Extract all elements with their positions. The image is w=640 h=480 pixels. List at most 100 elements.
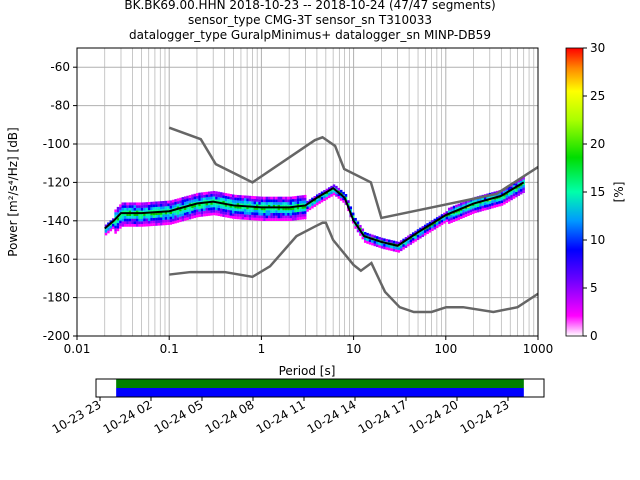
- psd-cell: [392, 246, 396, 249]
- psd-cell: [505, 197, 509, 201]
- psd-cell: [433, 226, 437, 230]
- psd-cell: [162, 203, 165, 207]
- psd-cell: [371, 239, 374, 243]
- psd-cell: [486, 204, 489, 208]
- psd-cell: [157, 204, 161, 207]
- psd-cell: [277, 202, 281, 205]
- x-axis-label: Period [s]: [279, 364, 336, 378]
- psd-cell: [248, 217, 252, 221]
- psd-cell: [253, 198, 257, 202]
- nlnm-line: [169, 221, 539, 314]
- psd-cell: [275, 215, 278, 219]
- psd-cell: [258, 209, 261, 213]
- psd-cell: [145, 210, 149, 214]
- psd-cell: [174, 215, 177, 219]
- y-tick-label: -100: [43, 137, 70, 151]
- psd-cell: [176, 217, 180, 221]
- psd-cell: [140, 210, 144, 214]
- psd-cell: [296, 209, 300, 213]
- psd-cell: [339, 195, 343, 199]
- psd-cell: [507, 188, 511, 191]
- psd-cell: [203, 194, 206, 198]
- psd-cell: [275, 196, 278, 200]
- psd-cell: [366, 241, 369, 244]
- psd-cell: [203, 197, 206, 201]
- psd-cell: [462, 204, 465, 208]
- psd-cell: [119, 223, 122, 226]
- psd-cell: [301, 208, 305, 212]
- psd-cell: [251, 201, 254, 205]
- psd-cell: [191, 197, 194, 200]
- psd-cell: [270, 207, 273, 211]
- psd-cell: [519, 186, 523, 190]
- psd-cell: [282, 218, 285, 221]
- y-tick-label: -160: [43, 252, 70, 266]
- psd-cell: [267, 202, 271, 205]
- psd-cell: [342, 199, 345, 203]
- psd-cell: [299, 216, 302, 220]
- psd-cell: [111, 223, 115, 227]
- psd-cell: [114, 212, 117, 215]
- psd-cell: [143, 221, 146, 224]
- psd-cell: [193, 215, 197, 219]
- psd-cell: [385, 238, 389, 242]
- psd-cell: [455, 215, 458, 219]
- psd-cell: [205, 199, 209, 203]
- psd-cell: [495, 201, 499, 205]
- psd-cell: [452, 213, 456, 217]
- psd-cell: [371, 234, 374, 238]
- psd-cell: [212, 199, 216, 202]
- psd-cell: [272, 207, 276, 211]
- psd-cell: [335, 185, 338, 189]
- psd-cell: [395, 249, 398, 253]
- psd-cell: [155, 217, 158, 221]
- psd-cell: [255, 196, 259, 200]
- psd-cell: [282, 202, 285, 205]
- psd-cell: [253, 206, 257, 210]
- psd-cell: [241, 200, 245, 204]
- psd-cell: [445, 216, 449, 220]
- psd-cell: [159, 201, 163, 204]
- psd-cell: [104, 224, 108, 228]
- psd-cell: [272, 218, 276, 221]
- psd-cell: [169, 205, 173, 209]
- psd-cell: [289, 210, 293, 213]
- psd-cell: [366, 238, 369, 242]
- psd-cell: [183, 199, 187, 202]
- psd-cell: [191, 205, 194, 208]
- psd-cell: [275, 202, 278, 205]
- psd-cell: [431, 228, 434, 232]
- psd-cell: [152, 204, 156, 208]
- psd-cell: [483, 202, 487, 206]
- psd-cell: [152, 207, 156, 210]
- psd-cell: [438, 221, 441, 224]
- psd-cell: [159, 222, 163, 226]
- psd-cell: [335, 193, 338, 197]
- psd-cell: [210, 193, 213, 197]
- psd-cell: [375, 241, 379, 245]
- psd-cell: [402, 246, 405, 250]
- psd-cell: [270, 212, 273, 216]
- psd-cell: [512, 190, 516, 194]
- psd-cell: [498, 192, 501, 196]
- psd-cell: [428, 229, 432, 233]
- psd-cell: [387, 247, 391, 251]
- availability-bar-green: [116, 379, 524, 388]
- psd-cell: [455, 218, 458, 221]
- psd-cell: [169, 219, 173, 223]
- psd-cell: [200, 197, 204, 201]
- psd-cell: [371, 242, 374, 246]
- psd-cell: [483, 207, 487, 211]
- psd-cell: [385, 247, 389, 250]
- psd-cell: [135, 218, 139, 222]
- psd-cell: [279, 215, 283, 219]
- psd-cell: [195, 214, 199, 218]
- psd-cell: [195, 193, 199, 196]
- psd-cell: [119, 209, 122, 213]
- psd-cell: [217, 205, 221, 208]
- psd-cell: [267, 196, 271, 200]
- y-tick-label: -80: [50, 99, 70, 113]
- psd-cell: [272, 212, 276, 216]
- psd-cell: [287, 196, 290, 200]
- psd-cell: [383, 246, 386, 250]
